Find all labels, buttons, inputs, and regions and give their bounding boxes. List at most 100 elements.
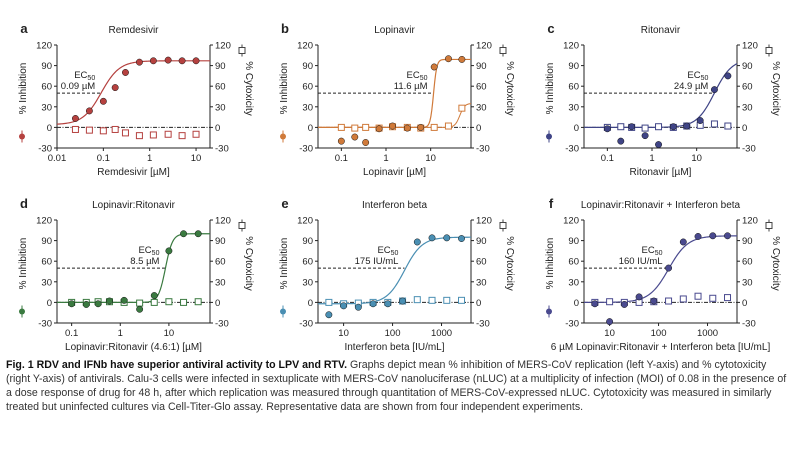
y-tick-label: 120 bbox=[563, 216, 579, 227]
y2-tick-label: 120 bbox=[742, 41, 758, 52]
data-point-cytotoxicity bbox=[150, 298, 158, 306]
x-tick-label: 10 bbox=[425, 153, 436, 164]
y-tick-label: 0 bbox=[574, 123, 579, 134]
y-tick-label: 30 bbox=[568, 277, 579, 288]
y-tick-label: 60 bbox=[568, 82, 579, 93]
data-point-inhibition bbox=[82, 301, 90, 308]
y-axis-label-left: % Inhibition bbox=[279, 63, 290, 115]
y2-tick-label: 30 bbox=[742, 102, 753, 113]
data-point-cytotoxicity bbox=[444, 122, 452, 130]
data-point-inhibition bbox=[68, 300, 76, 308]
y2-tick-label: -30 bbox=[742, 144, 756, 155]
chart-title: Interferon beta bbox=[362, 200, 427, 211]
data-point-cytotoxicity bbox=[458, 104, 466, 112]
panel-letter: b bbox=[281, 21, 289, 36]
y2-tick-label: 60 bbox=[215, 82, 226, 93]
data-point-cytotoxicity bbox=[443, 296, 451, 304]
y-tick-label: 120 bbox=[297, 41, 313, 52]
data-point-inhibition bbox=[165, 247, 173, 255]
legend-marker-inhibition bbox=[19, 308, 25, 315]
chart-panel-c: c Ritonavir -30 0 30 60 90 120 -30 0 30 60 90 120 0.1 1… bbox=[545, 21, 781, 178]
data-point-inhibition bbox=[325, 311, 333, 319]
data-point-inhibition bbox=[458, 235, 465, 242]
data-point-inhibition bbox=[617, 137, 625, 145]
y2-tick-label: 120 bbox=[742, 216, 758, 227]
data-point-inhibition bbox=[135, 58, 143, 66]
chart-title: Remdesivir bbox=[108, 25, 159, 36]
data-point-inhibition bbox=[669, 123, 677, 131]
data-point-cytotoxicity bbox=[71, 125, 79, 133]
data-point-inhibition bbox=[417, 123, 425, 131]
x-tick-label: 1 bbox=[649, 153, 654, 164]
data-point-inhibition bbox=[85, 107, 93, 115]
chart-panel-b: b Lopinavir -30 0 30 60 90 120 -30 0 30 60 90 120 0.1 1… bbox=[279, 21, 515, 178]
x-tick-label: 10 bbox=[691, 153, 702, 164]
data-point-cytotoxicity bbox=[164, 130, 172, 138]
data-point-inhibition bbox=[665, 264, 673, 272]
x-tick-label: 10 bbox=[164, 328, 175, 339]
data-point-inhibition bbox=[369, 300, 377, 308]
x-tick-label: 10 bbox=[338, 328, 349, 339]
y2-tick-label: -30 bbox=[215, 319, 229, 330]
y-tick-label: 0 bbox=[47, 298, 52, 309]
x-tick-label: 0.01 bbox=[48, 153, 67, 164]
data-point-cytotoxicity bbox=[136, 299, 144, 307]
data-point-cytotoxicity bbox=[710, 120, 718, 128]
data-point-inhibition bbox=[696, 117, 704, 124]
data-point-inhibition bbox=[403, 124, 411, 132]
y2-tick-label: 90 bbox=[215, 61, 226, 72]
data-point-inhibition bbox=[111, 84, 119, 92]
y-tick-label: -30 bbox=[299, 319, 313, 330]
data-point-inhibition bbox=[458, 55, 466, 63]
data-point-inhibition bbox=[71, 115, 79, 122]
data-point-cytotoxicity bbox=[135, 132, 143, 140]
y-tick-label: 0 bbox=[47, 123, 52, 134]
data-point-inhibition bbox=[443, 234, 451, 242]
y-axis-label-left: % Inhibition bbox=[545, 63, 556, 115]
data-point-inhibition bbox=[709, 232, 717, 240]
data-point-inhibition bbox=[620, 301, 628, 308]
y2-tick-label: -30 bbox=[742, 319, 756, 330]
data-point-cytotoxicity bbox=[99, 127, 107, 135]
legend-marker-inhibition bbox=[280, 308, 286, 315]
data-point-cytotoxicity bbox=[111, 125, 119, 133]
y2-tick-label: 60 bbox=[215, 257, 226, 268]
chart-panel-f: f Lopinavir:Ritonavir + Interferon beta -3… bbox=[545, 196, 781, 353]
ec50-label: EC50 bbox=[74, 70, 95, 82]
y2-tick-label: 0 bbox=[476, 123, 481, 134]
y-tick-label: 90 bbox=[568, 61, 579, 72]
y-tick-label: 30 bbox=[568, 102, 579, 113]
data-point-inhibition bbox=[354, 303, 362, 311]
data-point-inhibition bbox=[99, 97, 107, 105]
ec50-label: EC50 bbox=[377, 245, 398, 257]
y-tick-label: -30 bbox=[565, 144, 579, 155]
data-point-inhibition bbox=[641, 132, 649, 140]
chart-panel-e: e Interferon beta -30 0 30 60 90 120 -30 0 30 60 90 1… bbox=[279, 196, 515, 353]
x-tick-label: 10 bbox=[191, 153, 202, 164]
ec50-label: EC50 bbox=[138, 245, 159, 257]
data-point-cytotoxicity bbox=[665, 297, 673, 305]
x-tick-label: 1 bbox=[147, 153, 152, 164]
data-point-inhibition bbox=[340, 302, 348, 310]
panel-letter: a bbox=[20, 21, 28, 36]
data-point-cytotoxicity bbox=[428, 296, 436, 304]
panel-letter: f bbox=[549, 196, 554, 211]
y-tick-label: 90 bbox=[302, 236, 313, 247]
y2-tick-label: 60 bbox=[742, 82, 753, 93]
data-point-inhibition bbox=[150, 292, 158, 299]
data-point-cytotoxicity bbox=[325, 298, 333, 306]
data-point-inhibition bbox=[683, 122, 691, 130]
y2-tick-label: 30 bbox=[476, 102, 487, 113]
data-point-inhibition bbox=[120, 296, 128, 304]
y-tick-label: 60 bbox=[41, 257, 52, 268]
y-tick-label: 60 bbox=[302, 82, 313, 93]
y2-tick-label: 60 bbox=[476, 82, 487, 93]
y-tick-label: -30 bbox=[565, 319, 579, 330]
data-point-cytotoxicity bbox=[362, 123, 370, 131]
data-point-cytotoxicity bbox=[192, 130, 200, 138]
data-point-cytotoxicity bbox=[709, 294, 717, 302]
x-tick-label: 0.1 bbox=[601, 153, 614, 164]
y-axis-label-left: % Inhibition bbox=[18, 238, 29, 290]
x-tick-label: 1000 bbox=[697, 328, 718, 339]
data-point-inhibition bbox=[694, 233, 702, 240]
